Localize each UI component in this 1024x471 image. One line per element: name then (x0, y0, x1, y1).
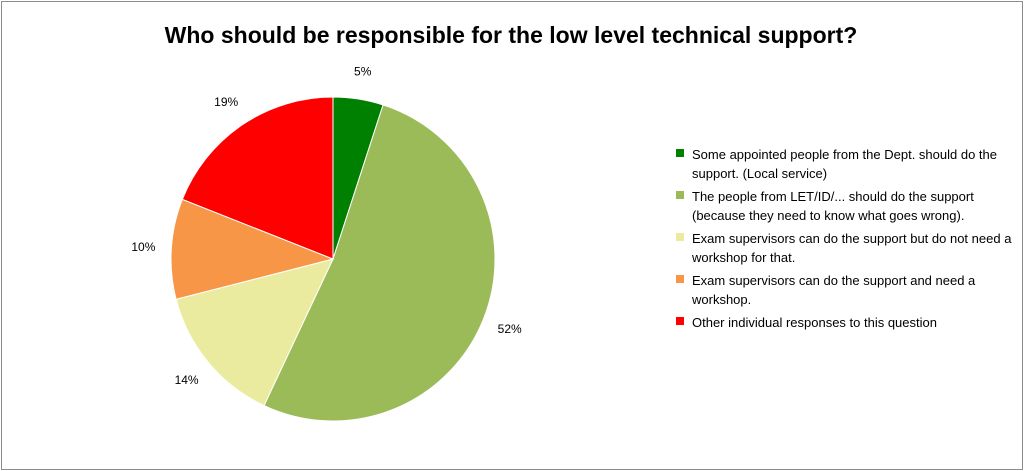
pie-slice-supervisors-workshop (170, 198, 335, 300)
legend-item-let-id: The people from LET/ID/... should do the… (676, 187, 1016, 225)
legend-swatch (676, 149, 684, 157)
legend-item-other: Other individual responses to this quest… (676, 313, 1016, 332)
legend-item-supervisors-no-workshop: Exam supervisors can do the support but … (676, 229, 1016, 267)
legend-swatch (676, 317, 684, 325)
pie-percent-labels: 5% 52% 14% 10% 19% (131, 64, 522, 387)
pie-label-supervisors-no-workshop: 14% (175, 373, 199, 387)
legend-label: Other individual responses to this quest… (692, 315, 937, 330)
legend-swatch (676, 191, 684, 199)
legend-label: Exam supervisors can do the support and … (692, 273, 976, 307)
pie-slices (170, 96, 496, 422)
legend-item-local-service: Some appointed people from the Dept. sho… (676, 145, 1016, 183)
pie-label-local-service: 5% (354, 64, 372, 78)
legend-label: Exam supervisors can do the support but … (692, 231, 1012, 265)
chart-title: Who should be responsible for the low le… (164, 22, 858, 48)
pie-label-let-id: 52% (498, 322, 522, 336)
legend-label: Some appointed people from the Dept. sho… (692, 147, 997, 181)
legend-swatch (676, 233, 684, 241)
legend-label: The people from LET/ID/... should do the… (692, 189, 974, 223)
legend: Some appointed people from the Dept. sho… (676, 145, 1016, 336)
pie-label-other: 19% (214, 95, 238, 109)
pie-slice-supervisors-no-workshop (175, 258, 334, 407)
pie-label-supervisors-workshop: 10% (131, 240, 155, 254)
pie-slice-other (181, 96, 334, 260)
legend-swatch (676, 275, 684, 283)
legend-item-supervisors-workshop: Exam supervisors can do the support and … (676, 271, 1016, 309)
pie-slice-let-id (263, 104, 496, 422)
